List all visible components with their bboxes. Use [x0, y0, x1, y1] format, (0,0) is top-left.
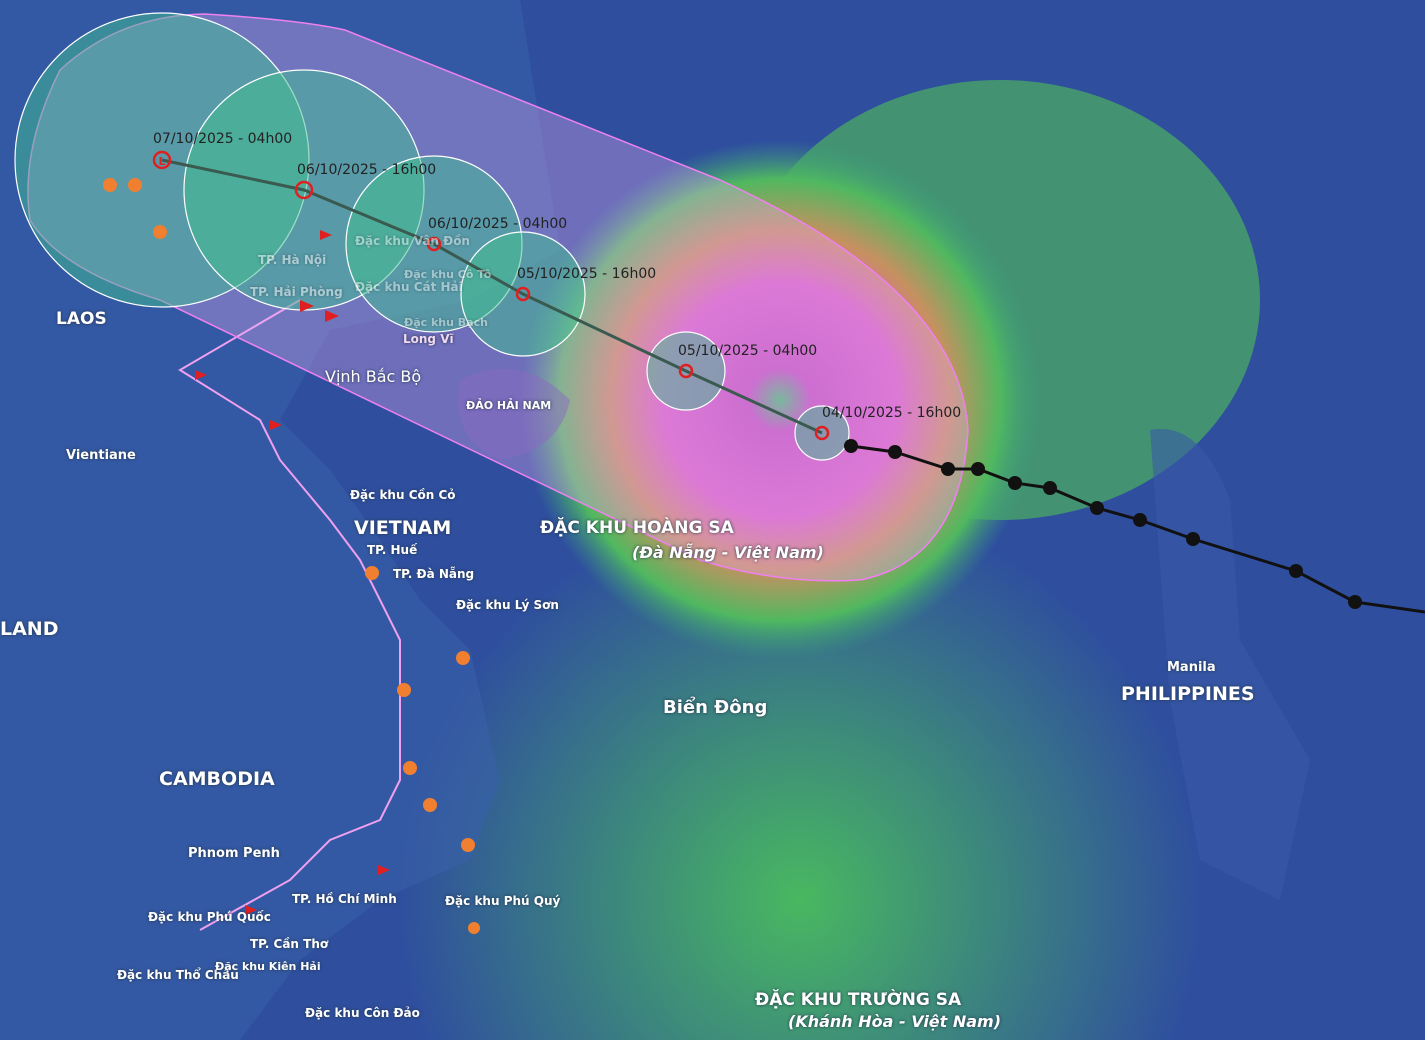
special-zone-label: Đặc khu Lý Sơn — [456, 598, 559, 612]
region-label: Vịnh Bắc Bộ — [325, 367, 422, 386]
city-label: TP. Hà Nội — [258, 253, 327, 267]
country-label: LAOS — [56, 309, 107, 329]
forecast-time: 04/10/2025 - 16h00 — [822, 405, 962, 421]
typhoon-icon — [515, 286, 531, 302]
archipelago-name: ĐẶC KHU TRƯỜNG SA — [755, 990, 962, 1010]
city-label: TP. Đà Nẵng — [393, 567, 475, 581]
forecast-time: 05/10/2025 - 16h00 — [517, 266, 657, 282]
forecast-time: 06/10/2025 - 16h00 — [297, 162, 437, 178]
country-label: PHILIPPINES — [1121, 683, 1255, 705]
region-label: ĐẢO HẢI NAM — [466, 399, 552, 412]
city-label: Long Vĩ — [403, 332, 454, 346]
city-label: TP. Hồ Chí Minh — [292, 892, 397, 906]
special-zone-label: Đặc khu Vân Đồn — [355, 234, 470, 248]
philippines-land — [1150, 428, 1310, 900]
city-label: TP. Huế — [367, 543, 418, 557]
storm-wind-field — [490, 100, 1090, 700]
special-zone-label: Đặc khu Côn Đảo — [305, 1006, 420, 1020]
forecast-time: 05/10/2025 - 04h00 — [678, 343, 818, 359]
typhoon-icon — [814, 425, 830, 441]
country-label: VIETNAM — [354, 517, 452, 539]
city-label: TP. Hải Phòng — [250, 285, 343, 299]
city-label: Phnom Penh — [188, 846, 280, 861]
special-zone-label: Đặc khu Kiên Hải — [215, 960, 321, 973]
archipelago-admin: (Khánh Hòa - Việt Nam) — [788, 1012, 1002, 1031]
low-pressure-icon — [152, 150, 172, 170]
forecast-time: 06/10/2025 - 04h00 — [428, 216, 568, 232]
archipelago-name: ĐẶC KHU HOÀNG SA — [540, 518, 734, 538]
past-track-points — [844, 439, 1362, 609]
city-label: TP. Cần Thơ — [250, 937, 329, 951]
past-track — [850, 444, 1425, 614]
special-zone-label: Đặc khu Phú Quý — [445, 894, 561, 908]
special-zone-label: Đặc khu Cô Tô — [404, 268, 492, 281]
rain-icons — [103, 178, 480, 934]
country-label: LAND — [0, 618, 59, 640]
special-zone-label: Đặc khu Thổ Châu — [117, 966, 239, 984]
region-label: Biển Đông — [663, 697, 768, 718]
city-label: Manila — [1167, 660, 1216, 675]
archipelago-admin: (Đà Nẵng - Việt Nam) — [632, 543, 824, 562]
special-zone-label: Đặc khu Bạch — [404, 316, 488, 329]
special-zone-label: Đặc khu Cát Hải — [355, 280, 463, 294]
depression-icon — [294, 180, 314, 200]
special-zone-label: Đặc khu Cồn Cỏ — [350, 488, 456, 502]
special-zone-label: Đặc khu Phú Quốc — [148, 908, 271, 926]
forecast-time: 07/10/2025 - 04h00 — [153, 131, 293, 147]
typhoon-icon — [678, 363, 694, 379]
hainan-island — [458, 368, 570, 460]
country-label: CAMBODIA — [159, 768, 275, 790]
warning-flags — [195, 230, 390, 915]
low-pressure-letter: L — [158, 155, 165, 168]
forecast-track — [161, 158, 823, 435]
typhoon-icon — [426, 236, 442, 252]
city-label: Vientiane — [66, 448, 136, 463]
vietnam-border — [178, 299, 401, 931]
